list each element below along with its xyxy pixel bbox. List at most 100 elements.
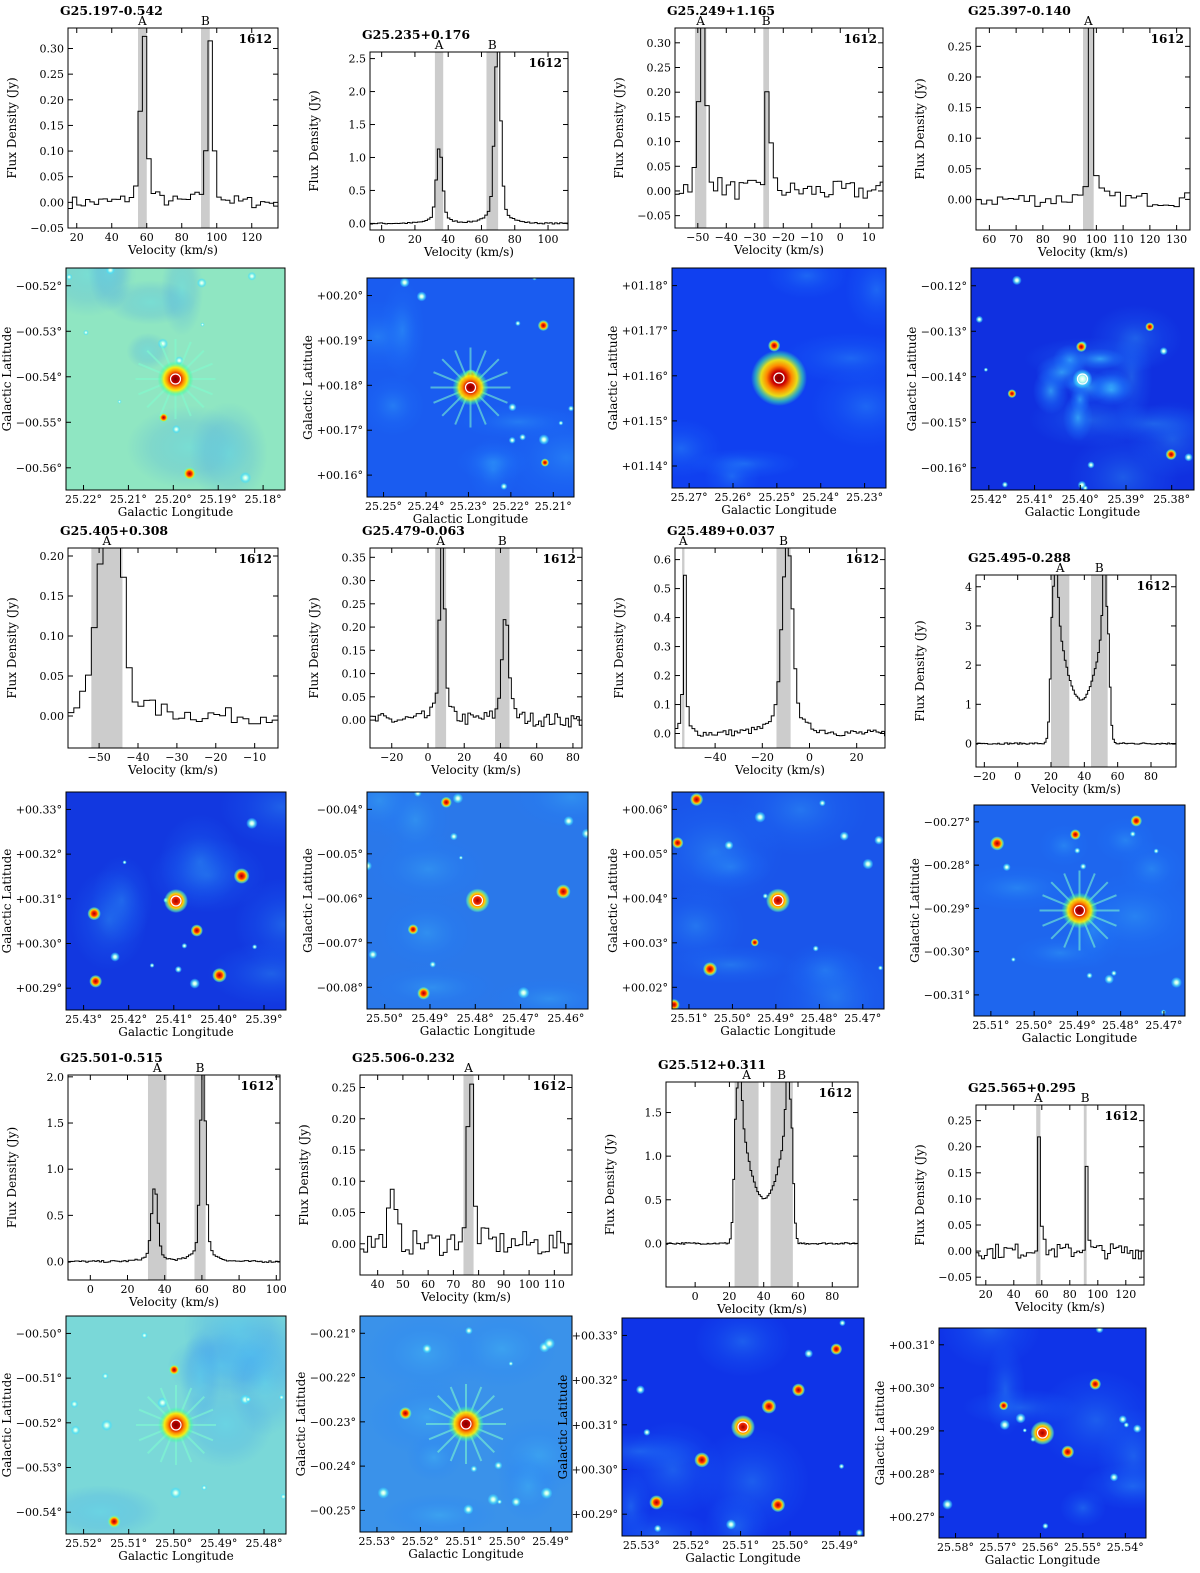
field-star xyxy=(487,1493,499,1506)
x-axis-label: Velocity (km/s) xyxy=(734,763,825,777)
x-axis-label: Velocity (km/s) xyxy=(1014,1300,1105,1314)
field-star xyxy=(532,278,537,281)
source-marker xyxy=(1036,1427,1049,1439)
x-tick-label: −20 xyxy=(751,751,774,764)
x-tick-label: 25.27° xyxy=(671,491,708,504)
plot-frame xyxy=(665,1081,859,1288)
y-tick-label: −00.51° xyxy=(16,1372,62,1385)
galactic-map-5: 25.43° 25.42° 25.41° 25.40° 25.39° +00.33° +00… xyxy=(0,791,287,1039)
galactic-map-3: 25.27° 25.26° 25.25° 25.24° 25.23° +01.18° +01… xyxy=(606,267,887,517)
field-star xyxy=(1159,347,1168,356)
diffuse-emission xyxy=(367,964,501,1009)
field-star xyxy=(1104,974,1114,984)
plot-frame xyxy=(67,1074,281,1281)
y-tick-label: +00.18° xyxy=(317,379,363,392)
y-tick-label: 0.25 xyxy=(647,62,672,75)
field-star xyxy=(110,952,120,962)
y-tick-label: +00.04° xyxy=(622,892,668,905)
y-tick-label: −00.13° xyxy=(921,325,967,338)
y-tick-label: +00.19° xyxy=(317,334,363,347)
x-tick-label: 25.38° xyxy=(1153,493,1190,506)
y-tick-label: −00.08° xyxy=(317,981,363,994)
y-tick-label: +00.05° xyxy=(622,848,668,861)
x-tick-label: 20 xyxy=(1044,770,1058,783)
y-tick-label: +01.16° xyxy=(622,370,668,383)
y-tick-label: 0.15 xyxy=(40,119,65,132)
x-tick-label: 25.51° xyxy=(445,1535,482,1548)
band-label-A: A xyxy=(463,1061,473,1075)
spectrum-line xyxy=(360,1083,573,1256)
field-star xyxy=(101,1372,109,1380)
y-tick-label: 0.05 xyxy=(332,1207,357,1220)
y-tick-label: −00.30° xyxy=(924,946,970,959)
diffuse-emission xyxy=(687,448,801,479)
y-tick-label: 0.25 xyxy=(40,68,65,81)
x-tick-label: 120 xyxy=(1139,233,1160,246)
x-tick-label: 25.53° xyxy=(358,1535,395,1548)
x-axis-label: Galactic Longitude xyxy=(408,1547,523,1561)
field-star xyxy=(189,978,200,989)
field-star xyxy=(558,420,564,426)
x-tick-label: 60 xyxy=(791,1290,805,1303)
x-tick-label: −40 xyxy=(704,751,727,764)
field-star xyxy=(463,1504,474,1515)
field-star xyxy=(515,320,521,327)
y-axis-label: Flux Density (Jy) xyxy=(5,77,19,178)
x-tick-label: −20 xyxy=(772,231,795,244)
x-tick-label: 90 xyxy=(1063,233,1077,246)
y-axis-label: Galactic Latitude xyxy=(606,848,620,953)
y-tick-label: +00.20° xyxy=(317,290,363,303)
x-tick-label: 20 xyxy=(850,751,864,764)
spectrum-title: G25.495-0.288 xyxy=(968,550,1071,565)
x-tick-label: 25.21° xyxy=(535,500,572,513)
spectrum-title: G25.501-0.515 xyxy=(60,1050,163,1065)
x-tick-label: 20 xyxy=(722,1290,736,1303)
field-star xyxy=(643,1428,651,1436)
y-tick-label: −00.27° xyxy=(924,816,970,829)
field-star xyxy=(1074,847,1081,854)
x-axis-label: Velocity (km/s) xyxy=(127,763,218,777)
x-axis-label: Galactic Longitude xyxy=(721,503,836,517)
field-star xyxy=(168,1364,180,1376)
field-star xyxy=(568,405,574,412)
frequency-label: 1612 xyxy=(543,552,576,566)
field-star xyxy=(465,1326,473,1335)
diffuse-emission xyxy=(1090,404,1194,443)
field-star xyxy=(540,1487,553,1499)
field-star xyxy=(855,1529,863,1536)
x-tick-label: 80 xyxy=(825,1290,839,1303)
y-axis-label: Flux Density (Jy) xyxy=(5,597,19,698)
x-tick-label: 40 xyxy=(105,231,119,244)
x-tick-label: −40 xyxy=(126,751,149,764)
frequency-label: 1612 xyxy=(241,1079,274,1093)
y-tick-label: 0.0 xyxy=(654,728,672,741)
velocity-band-A xyxy=(138,28,147,228)
spectrum-title: G25.405+0.308 xyxy=(60,523,168,538)
y-tick-label: 0 xyxy=(965,737,972,750)
spectrum-panel-4: A 60 70 80 90 100 110 120 130 0.00 0.05 0.10 0.15 0.2… xyxy=(913,3,1191,259)
plot-frame xyxy=(674,547,886,749)
x-tick-label: 25.55° xyxy=(1064,1541,1101,1554)
y-axis-label: Galactic Latitude xyxy=(908,858,922,963)
map-image xyxy=(971,268,1194,490)
y-tick-label: 0.25 xyxy=(948,40,973,53)
y-tick-label: 2 xyxy=(965,659,972,672)
x-tick-label: 25.49° xyxy=(200,1537,237,1550)
field-star xyxy=(770,1497,786,1513)
x-axis-label: Galactic Longitude xyxy=(118,505,233,519)
spectrum-panel-6: A B −20 0 20 40 60 80 0.00 0.05 0.10 0.15 0.20 0.25 0.… xyxy=(307,523,583,777)
field-star xyxy=(538,434,550,445)
nebula-filament xyxy=(1062,394,1094,442)
band-label-B: B xyxy=(1081,1091,1090,1105)
field-star xyxy=(105,268,116,275)
band-label-B: B xyxy=(762,14,771,28)
spectrum-line xyxy=(675,547,886,737)
x-tick-label: 60 xyxy=(982,233,996,246)
y-axis-label: Flux Density (Jy) xyxy=(913,620,927,721)
y-tick-label: 0.00 xyxy=(332,1238,357,1251)
x-tick-label: 25.56° xyxy=(1022,1541,1059,1554)
x-tick-label: 110 xyxy=(544,1278,565,1291)
frequency-label: 1612 xyxy=(846,552,879,566)
x-axis-label: Galactic Longitude xyxy=(685,1551,800,1565)
field-star xyxy=(233,868,250,884)
